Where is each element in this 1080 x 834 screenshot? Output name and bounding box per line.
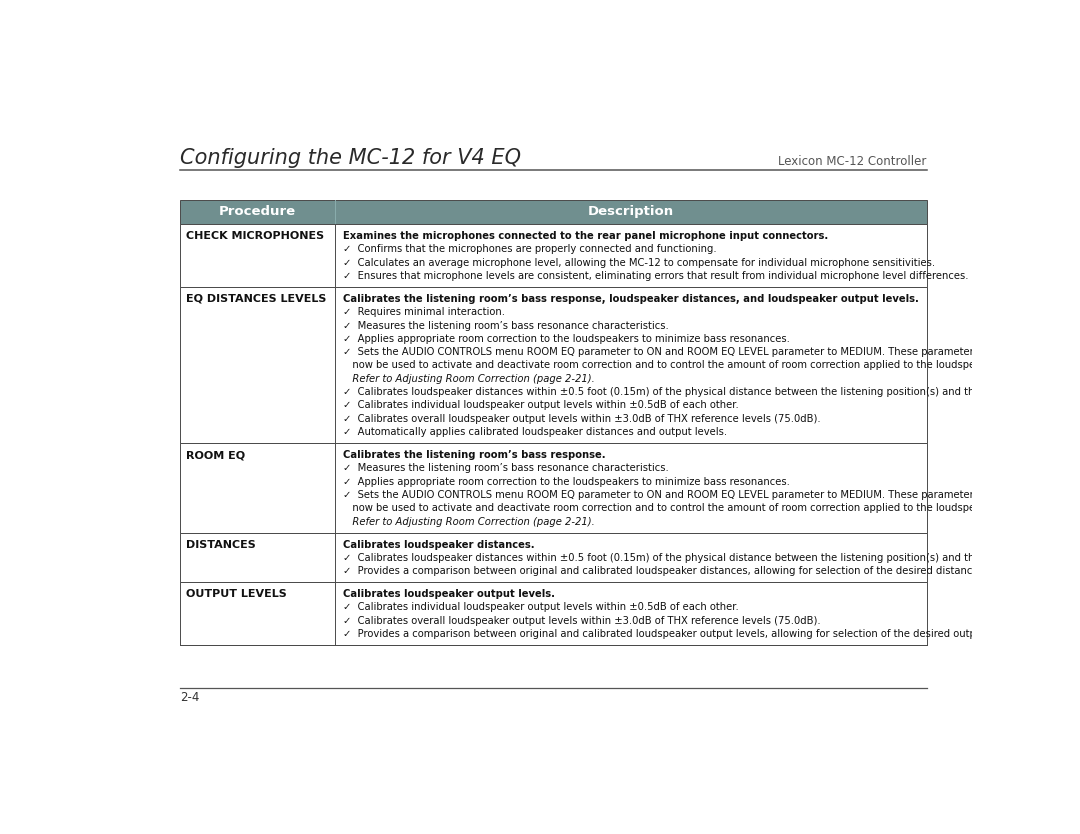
Text: 2-4: 2-4	[180, 691, 200, 704]
Text: ✓  Calibrates individual loudspeaker output levels within ±0.5dB of each other.: ✓ Calibrates individual loudspeaker outp…	[342, 602, 739, 612]
Text: ✓  Confirms that the microphones are properly connected and functioning.: ✓ Confirms that the microphones are prop…	[342, 244, 716, 254]
Text: ✓  Calibrates individual loudspeaker output levels within ±0.5dB of each other.: ✓ Calibrates individual loudspeaker outp…	[342, 400, 739, 410]
Text: ✓  Provides a comparison between original and calibrated loudspeaker distances, : ✓ Provides a comparison between original…	[342, 566, 987, 576]
Text: Configuring the MC-12 for V4 EQ: Configuring the MC-12 for V4 EQ	[180, 148, 522, 168]
Text: CHECK MICROPHONES: CHECK MICROPHONES	[187, 231, 324, 241]
Text: Lexicon MC-12 Controller: Lexicon MC-12 Controller	[779, 154, 927, 168]
Text: Calibrates the listening room’s bass response, loudspeaker distances, and loudsp: Calibrates the listening room’s bass res…	[342, 294, 919, 304]
Text: Calibrates the listening room’s bass response.: Calibrates the listening room’s bass res…	[342, 450, 606, 460]
Text: Calibrates loudspeaker output levels.: Calibrates loudspeaker output levels.	[342, 589, 555, 599]
Text: ✓  Measures the listening room’s bass resonance characteristics.: ✓ Measures the listening room’s bass res…	[342, 464, 669, 474]
Text: Refer to Adjusting Room Correction (page 2-21).: Refer to Adjusting Room Correction (page…	[342, 516, 595, 526]
Text: ROOM EQ: ROOM EQ	[187, 450, 245, 460]
Text: ✓  Calibrates loudspeaker distances within ±0.5 foot (0.15m) of the physical dis: ✓ Calibrates loudspeaker distances withi…	[342, 387, 1047, 397]
Text: ✓  Sets the AUDIO CONTROLS menu ROOM EQ parameter to ON and ROOM EQ LEVEL parame: ✓ Sets the AUDIO CONTROLS menu ROOM EQ p…	[342, 347, 1000, 357]
Text: ✓  Measures the listening room’s bass resonance characteristics.: ✓ Measures the listening room’s bass res…	[342, 320, 669, 330]
Text: ✓  Applies appropriate room correction to the loudspeakers to minimize bass reso: ✓ Applies appropriate room correction to…	[342, 477, 789, 487]
Text: ✓  Requires minimal interaction.: ✓ Requires minimal interaction.	[342, 307, 504, 317]
Bar	[180, 287, 927, 443]
Bar	[180, 224, 927, 287]
Text: DISTANCES: DISTANCES	[187, 540, 256, 550]
Text: ✓  Calibrates loudspeaker distances within ±0.5 foot (0.15m) of the physical dis: ✓ Calibrates loudspeaker distances withi…	[342, 553, 1047, 563]
Text: now be used to activate and deactivate room correction and to control the amount: now be used to activate and deactivate r…	[342, 360, 1005, 370]
Text: Calibrates loudspeaker distances.: Calibrates loudspeaker distances.	[342, 540, 535, 550]
Text: ✓  Automatically applies calibrated loudspeaker distances and output levels.: ✓ Automatically applies calibrated louds…	[342, 427, 727, 437]
Text: now be used to activate and deactivate room correction and to control the amount: now be used to activate and deactivate r…	[342, 503, 1005, 513]
Bar	[180, 582, 927, 646]
Text: ✓  Ensures that microphone levels are consistent, eliminating errors that result: ✓ Ensures that microphone levels are con…	[342, 271, 969, 281]
Bar	[180, 443, 927, 533]
Text: ✓  Calculates an average microphone level, allowing the MC-12 to compensate for : ✓ Calculates an average microphone level…	[342, 258, 935, 268]
Text: Refer to Adjusting Room Correction (page 2-21).: Refer to Adjusting Room Correction (page…	[342, 374, 595, 384]
Text: ✓  Provides a comparison between original and calibrated loudspeaker output leve: ✓ Provides a comparison between original…	[342, 629, 1022, 639]
Text: ✓  Applies appropriate room correction to the loudspeakers to minimize bass reso: ✓ Applies appropriate room correction to…	[342, 334, 789, 344]
Text: EQ DISTANCES LEVELS: EQ DISTANCES LEVELS	[187, 294, 327, 304]
Bar	[180, 533, 927, 582]
Text: Examines the microphones connected to the rear panel microphone input connectors: Examines the microphones connected to th…	[342, 231, 828, 241]
Bar	[180, 199, 927, 224]
Text: ✓  Calibrates overall loudspeaker output levels within ±3.0dB of THX reference l: ✓ Calibrates overall loudspeaker output …	[342, 615, 821, 626]
Text: Procedure: Procedure	[219, 205, 296, 219]
Text: OUTPUT LEVELS: OUTPUT LEVELS	[187, 589, 287, 599]
Text: Description: Description	[588, 205, 674, 219]
Text: ✓  Sets the AUDIO CONTROLS menu ROOM EQ parameter to ON and ROOM EQ LEVEL parame: ✓ Sets the AUDIO CONTROLS menu ROOM EQ p…	[342, 490, 1000, 500]
Text: ✓  Calibrates overall loudspeaker output levels within ±3.0dB of THX reference l: ✓ Calibrates overall loudspeaker output …	[342, 414, 821, 424]
